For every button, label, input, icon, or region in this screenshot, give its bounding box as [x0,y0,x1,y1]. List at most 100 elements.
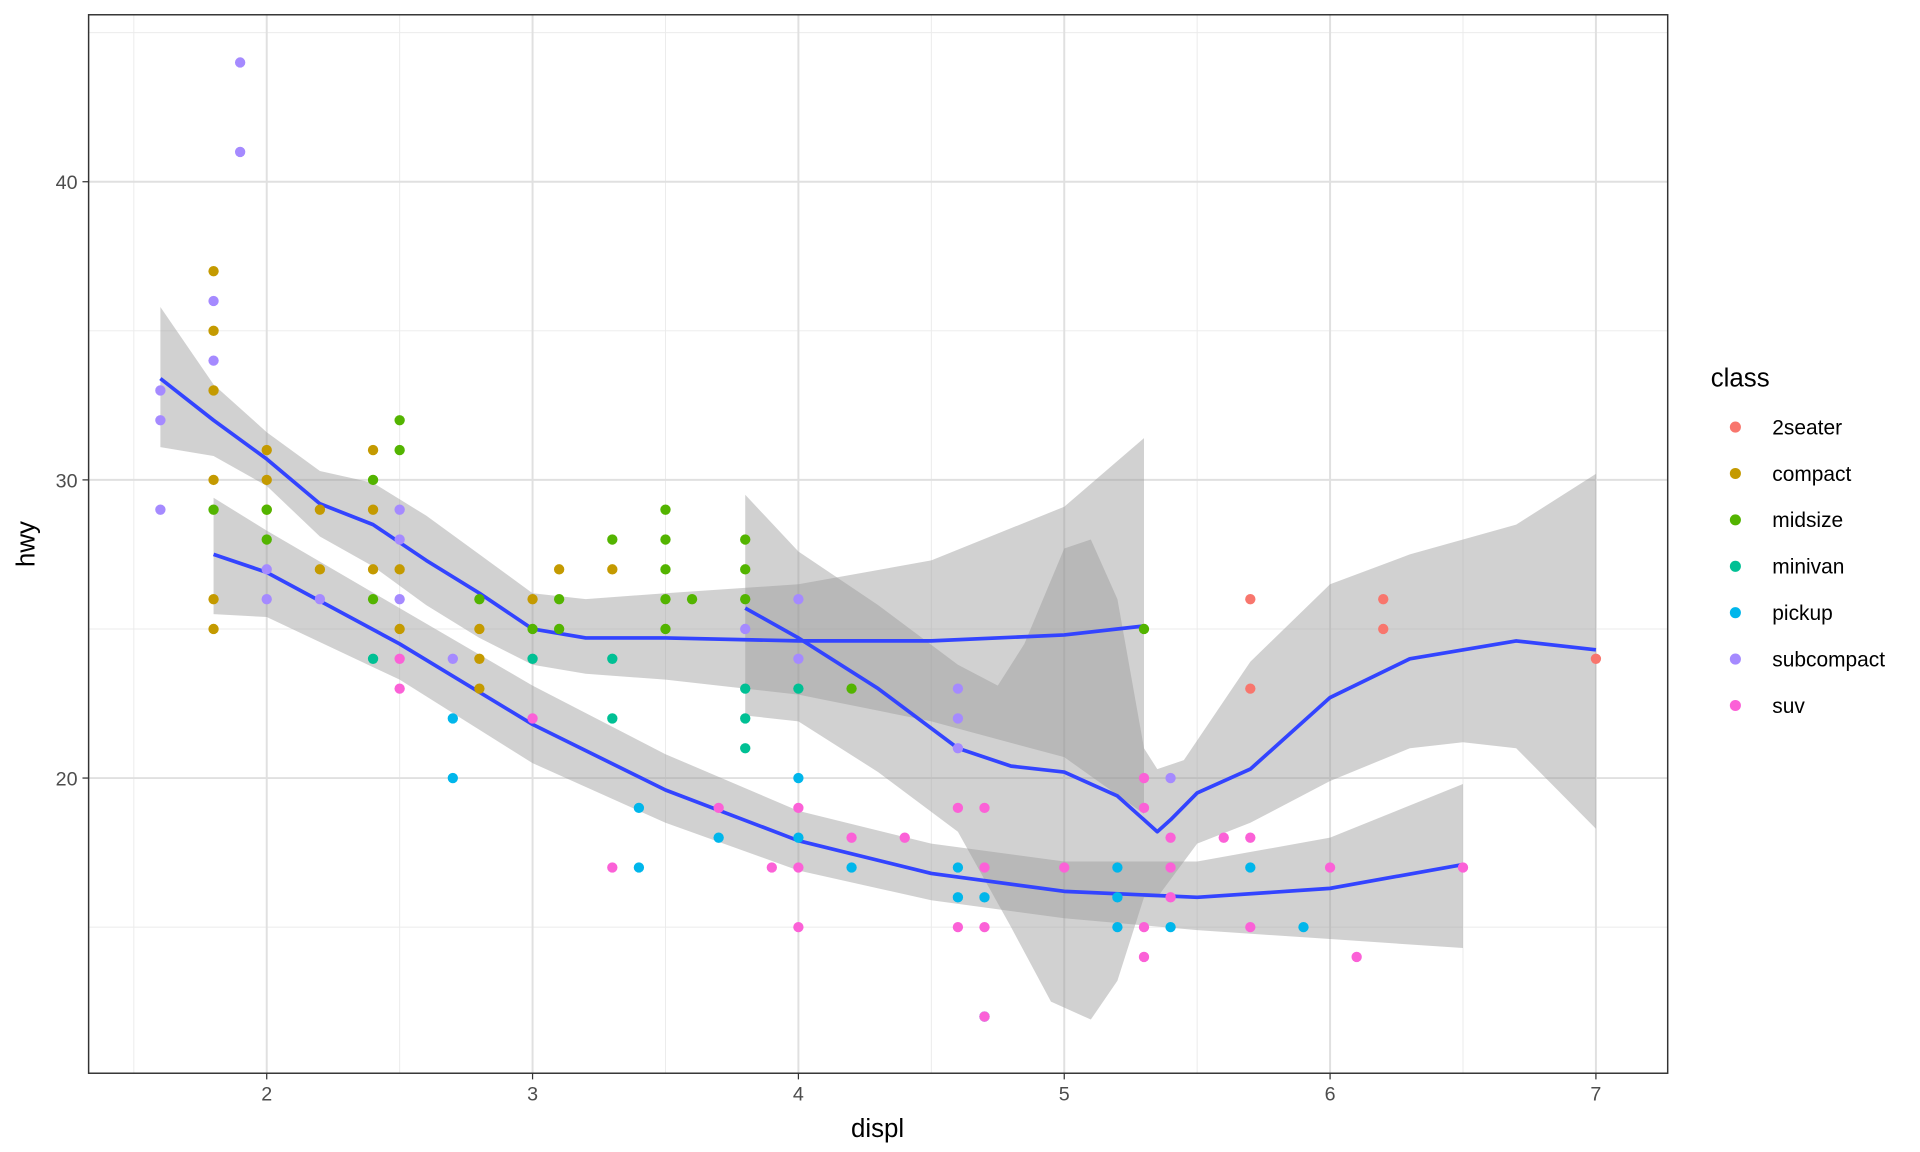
data-point-suv [527,713,538,724]
data-point-midsize [261,504,272,515]
data-point-suv [1165,832,1176,843]
data-point-compact [208,385,219,396]
data-point-compact [367,564,379,575]
data-point-suv [766,862,777,873]
confidence-band [213,497,1463,949]
data-point-compact [607,564,618,575]
data-point-compact [553,564,565,575]
data-point-minivan [607,653,618,664]
smooth-line [744,606,1597,834]
data-point-suv [793,802,804,814]
legend-label-minivan: minivan [1772,556,1844,579]
data-point-compact [208,266,219,277]
confidence-bands [160,306,1596,1020]
data-point-suv [952,802,964,814]
data-point-subcompact [394,534,405,545]
data-point-compact [474,683,485,694]
data-point-compact [394,623,405,635]
data-point-pickup [793,772,804,784]
data-point-suv [793,921,804,933]
data-point-subcompact [234,146,246,158]
data-point-pickup [846,862,857,873]
legend-label-suv: suv [1772,695,1805,718]
y-axis-label: hwy [12,521,40,567]
data-point-midsize [740,564,751,575]
data-point-pickup [1112,892,1123,903]
data-point-2seater [1378,593,1389,605]
data-point-midsize [527,623,538,635]
data-point-midsize [660,504,671,515]
data-point-suv [979,921,990,933]
data-point-suv [846,832,857,843]
data-point-midsize [660,623,671,635]
y-tick-label: 30 [56,470,78,492]
data-point-suv [1165,892,1176,903]
data-point-subcompact [740,623,751,635]
data-point-subcompact [952,713,964,724]
data-point-suv [1324,862,1336,873]
data-point-midsize [846,683,857,694]
data-point-minivan [607,713,618,724]
data-point-midsize [1138,623,1150,635]
data-point-suv [1138,802,1150,814]
data-point-midsize [553,593,565,605]
data-point-compact [527,593,538,605]
data-point-subcompact [952,683,964,694]
data-point-suv [1138,921,1150,933]
data-point-compact [208,325,219,336]
data-point-minivan [793,683,804,694]
data-point-pickup [793,832,804,843]
data-point-midsize [553,623,565,635]
data-point-subcompact [155,415,166,426]
data-point-minivan [740,713,751,724]
data-point-midsize [208,504,219,515]
data-point-midsize [660,564,671,575]
data-point-midsize [474,593,485,605]
data-point-midsize [394,415,405,426]
data-point-compact [474,623,485,635]
plot-panel [88,14,1668,1074]
data-point-midsize [740,534,751,545]
data-point-compact [208,593,219,605]
legend-key-minivan [1729,560,1741,572]
legend: 2seater compact midsize minivan pickup subcom… [1729,416,1885,718]
data-point-pickup [447,713,458,724]
legend-key-2seater [1729,421,1741,433]
data-point-suv [899,832,910,843]
data-point-midsize [394,444,405,456]
data-point-compact [261,474,272,486]
legend-label-midsize: midsize [1772,509,1843,532]
data-point-compact [208,474,219,486]
data-point-2seater [1590,653,1602,664]
x-tick-label: 2 [261,1083,272,1105]
data-point-subcompact [793,653,804,664]
x-tick-label: 7 [1590,1083,1601,1105]
confidence-band [745,473,1596,1020]
data-point-pickup [1112,921,1123,933]
data-point-suv [1165,862,1176,873]
x-tick-label: 6 [1325,1083,1336,1105]
axis-ticks: 2 3 4 5 6 7 20 30 40 [56,172,1602,1105]
data-point-minivan [740,683,751,694]
data-point-subcompact [314,593,326,605]
data-point-suv [1245,832,1256,843]
y-tick-label: 20 [56,768,78,790]
y-tick-label: 40 [56,172,78,194]
data-point-compact [314,564,326,575]
data-point-midsize [686,593,698,605]
data-point-minivan [527,653,538,664]
smooth-line [159,377,1145,643]
data-point-pickup [633,802,645,814]
data-point-suv [979,802,990,814]
data-point-suv [952,921,964,933]
x-tick-label: 4 [793,1083,804,1105]
data-point-midsize [660,593,671,605]
data-point-subcompact [208,355,219,366]
data-point-suv [1218,832,1229,843]
data-point-pickup [1165,921,1176,933]
data-point-compact [367,504,379,515]
data-point-subcompact [394,504,405,515]
data-point-minivan [367,653,379,664]
data-point-midsize [367,593,379,605]
x-axis-label: displ [851,1115,904,1143]
